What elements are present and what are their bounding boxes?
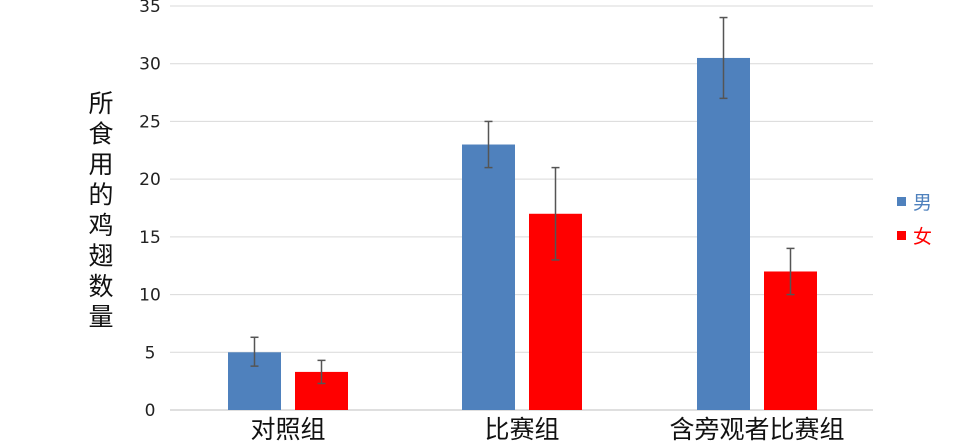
y-tick-label: 25 [139,112,161,132]
y-tick-label: 30 [139,55,161,75]
error-bar-male-2 [719,16,728,100]
y-axis-label-char: 食 [88,120,113,149]
y-axis-label-char: 翅 [88,242,113,271]
y-axis-label-char: 用 [88,150,113,179]
y-tick-label: 5 [145,343,156,363]
y-tick-label: 10 [139,286,161,306]
legend-swatch-male [897,197,906,206]
x-axis-categories: 对照组 比赛组 含旁观者比赛组 [250,415,844,444]
gridlines [170,5,873,411]
y-axis-label-char: 数 [88,272,113,301]
y-tick-label: 35 [139,0,161,17]
bars [228,57,817,410]
legend-label-female: 女 [913,226,932,248]
error-bar-male-0 [250,336,259,367]
y-tick-label: 15 [139,228,161,248]
error-bar-female-0 [317,359,326,385]
y-axis-label-char: 所 [88,89,113,118]
legend-swatch-female [897,231,906,240]
y-tick-label: 0 [145,401,156,421]
legend-label-male: 男 [913,192,932,214]
y-axis-label-char: 鸡 [88,211,113,240]
x-category-label: 含旁观者比赛组 [669,415,844,443]
x-category-label: 比赛组 [484,415,559,443]
bar-male-1 [462,144,515,410]
bar-male-2 [697,57,750,410]
error-bar-male-1 [484,120,493,169]
error-bar-female-1 [551,166,560,261]
y-axis-label-char: 量 [88,303,113,332]
legend: 男女 [897,192,932,248]
y-axis-label-char: 的 [88,181,113,210]
y-tick-label: 20 [139,170,161,190]
error-bar-female-2 [786,247,795,296]
error-bars [250,16,795,385]
x-category-label: 对照组 [250,415,325,443]
y-axis-ticks: 0 5 10 15 20 25 30 35 [139,0,161,421]
